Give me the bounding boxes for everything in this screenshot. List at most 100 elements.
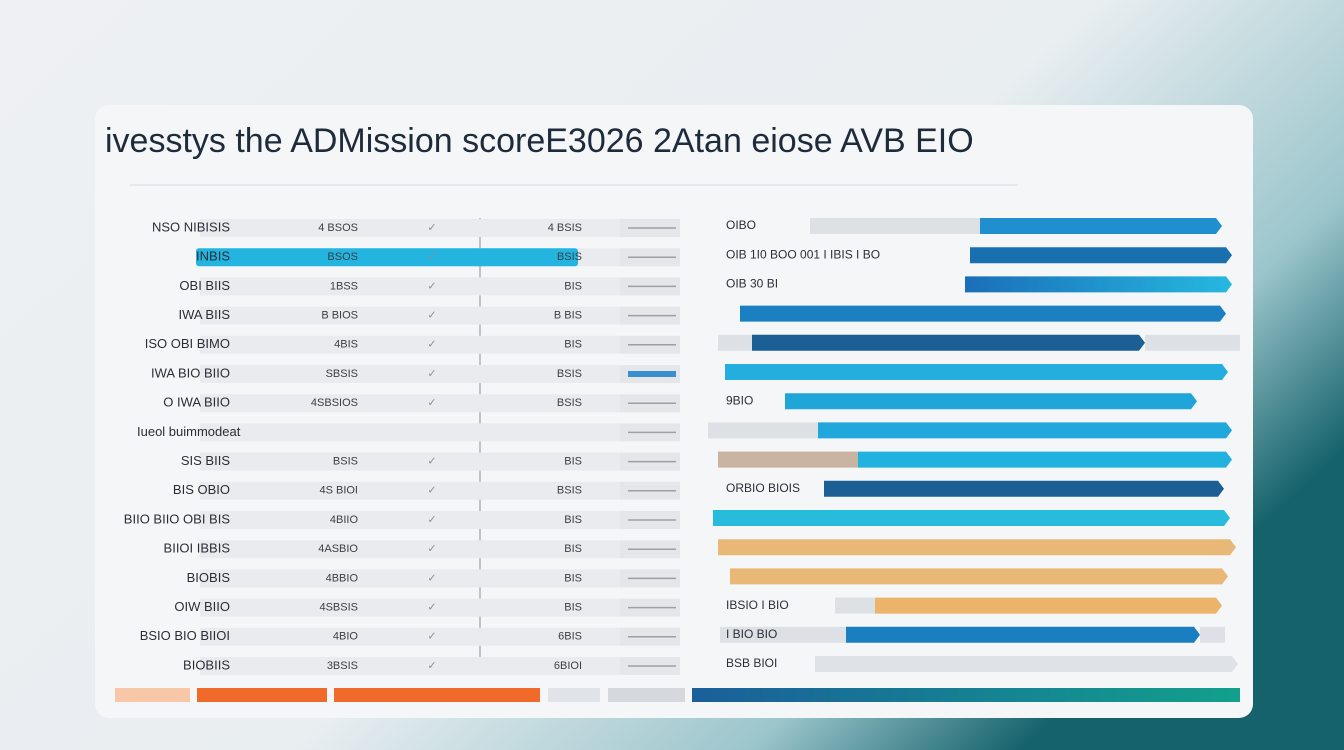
row-label: IWA BIO BIIO (151, 365, 230, 380)
row-check: ✓ (427, 631, 436, 643)
row-value: BIS (564, 543, 582, 555)
row-bg (200, 423, 620, 442)
bar (846, 626, 1200, 643)
table: NSO NIBISIS 4 BSOS ✓ 4 BSIS INBIS BSOS ✓ BSIS OB… (124, 219, 680, 675)
row-bg (200, 219, 620, 237)
row-value: B BIOS (321, 310, 358, 322)
bar (752, 334, 1145, 351)
bar-track (708, 422, 818, 439)
row-bg (200, 598, 620, 617)
bar (740, 305, 1226, 322)
row-value: 3BSIS (327, 660, 358, 672)
row-label: O IWA BIIO (163, 395, 230, 410)
bar (713, 510, 1230, 526)
row-value: 4S BIOI (319, 485, 358, 497)
row-value: BIS (564, 602, 582, 614)
row-label: BIS OBIO (173, 482, 230, 497)
row-label: BSIO BIO BIIOI (140, 628, 230, 643)
row-label: NSO NIBISIS (152, 219, 230, 234)
bar-label: OIB 1I0 BOO 001 I IBIS I BO (726, 247, 880, 261)
bar (858, 451, 1232, 468)
row-check: ✓ (427, 251, 436, 263)
row-highlight (196, 248, 578, 267)
row-label: ISO OBI BIMO (145, 336, 230, 351)
bar (815, 656, 1238, 672)
row-label: IWA BIIS (178, 307, 230, 322)
bar-label: ORBIO BIOIS (726, 481, 800, 495)
bar (875, 597, 1222, 614)
row-value: SBSIS (326, 368, 358, 380)
row-bg (200, 365, 620, 383)
row-value: 4BBIO (326, 572, 359, 584)
row-value: BIS (564, 572, 582, 584)
bar-track (835, 597, 875, 614)
row-check: ✓ (427, 456, 436, 468)
bar-label: BSB BIOI (726, 656, 777, 670)
strip (115, 688, 190, 702)
bar-label: OIB 30 BI (726, 277, 778, 291)
row-check: ✓ (427, 222, 436, 234)
row-label: BIOBIIS (183, 657, 230, 672)
row-value: BIS (564, 280, 582, 292)
row-value: 4ASBIO (318, 543, 358, 555)
row-value: BIS (564, 514, 582, 526)
bar (725, 364, 1228, 380)
row-bg (200, 306, 620, 325)
row-label: Iueol buimmodeat (137, 424, 241, 439)
row-check: ✓ (427, 397, 436, 409)
row-bg (200, 627, 620, 646)
row-value: BSIS (333, 456, 358, 468)
row-value: BSIS (557, 485, 582, 497)
row-check: ✓ (427, 514, 436, 526)
row-label: BIOBIS (187, 570, 231, 585)
row-value: 4BIS (334, 339, 358, 351)
row-check: ✓ (427, 310, 436, 322)
row-check: ✓ (427, 660, 436, 672)
bar-track (810, 218, 980, 234)
bar (965, 276, 1232, 293)
row-value: BSIS (557, 397, 582, 409)
row-bg (200, 335, 620, 354)
bar (730, 568, 1228, 585)
strip (692, 688, 1240, 702)
row-label: BIIOI IBBIS (164, 541, 231, 556)
bar (718, 539, 1236, 556)
row-label: OBI BIIS (179, 278, 230, 293)
strip (548, 688, 600, 702)
row-bg (200, 394, 620, 413)
row-value: B BIS (554, 310, 582, 322)
bar-label: I BIO BIO (726, 627, 777, 641)
row-label: SIS BIIS (181, 453, 230, 468)
row-bg (200, 569, 620, 588)
row-value: 4BIO (333, 631, 359, 643)
row-label: INBIS (196, 249, 230, 264)
row-value: BSIS (557, 368, 582, 380)
row-label: OIW BIIO (174, 599, 230, 614)
bar-list: OIBO OIB 1I0 BOO 001 I IBIS I BO OIB 30 BI… (708, 218, 1240, 672)
row-check: ✓ (427, 572, 436, 584)
row-value: 4 BSIS (548, 222, 582, 234)
row-bg (200, 540, 620, 559)
row-bg (200, 511, 620, 529)
row-bg (200, 657, 620, 675)
row-check: ✓ (427, 280, 436, 292)
row-label: BIIO BIIO OBI BIS (124, 511, 231, 526)
bar-label: IBSIO I BIO (726, 598, 789, 612)
bar-track (720, 626, 846, 643)
bar-track (718, 334, 752, 351)
row-check: ✓ (427, 602, 436, 614)
row-bg (200, 452, 620, 471)
row-check: ✓ (427, 339, 436, 351)
row-value: 4SBSIS (319, 602, 358, 614)
row-value: BIS (564, 339, 582, 351)
bar-track (1145, 334, 1240, 351)
row-value: BSOS (327, 251, 358, 263)
bar (818, 422, 1232, 439)
bar (980, 218, 1222, 234)
row-value: 4BIIO (330, 514, 359, 526)
footer-strip (115, 688, 1240, 702)
bar-label: OIBO (726, 218, 756, 232)
row-bg (200, 481, 620, 500)
